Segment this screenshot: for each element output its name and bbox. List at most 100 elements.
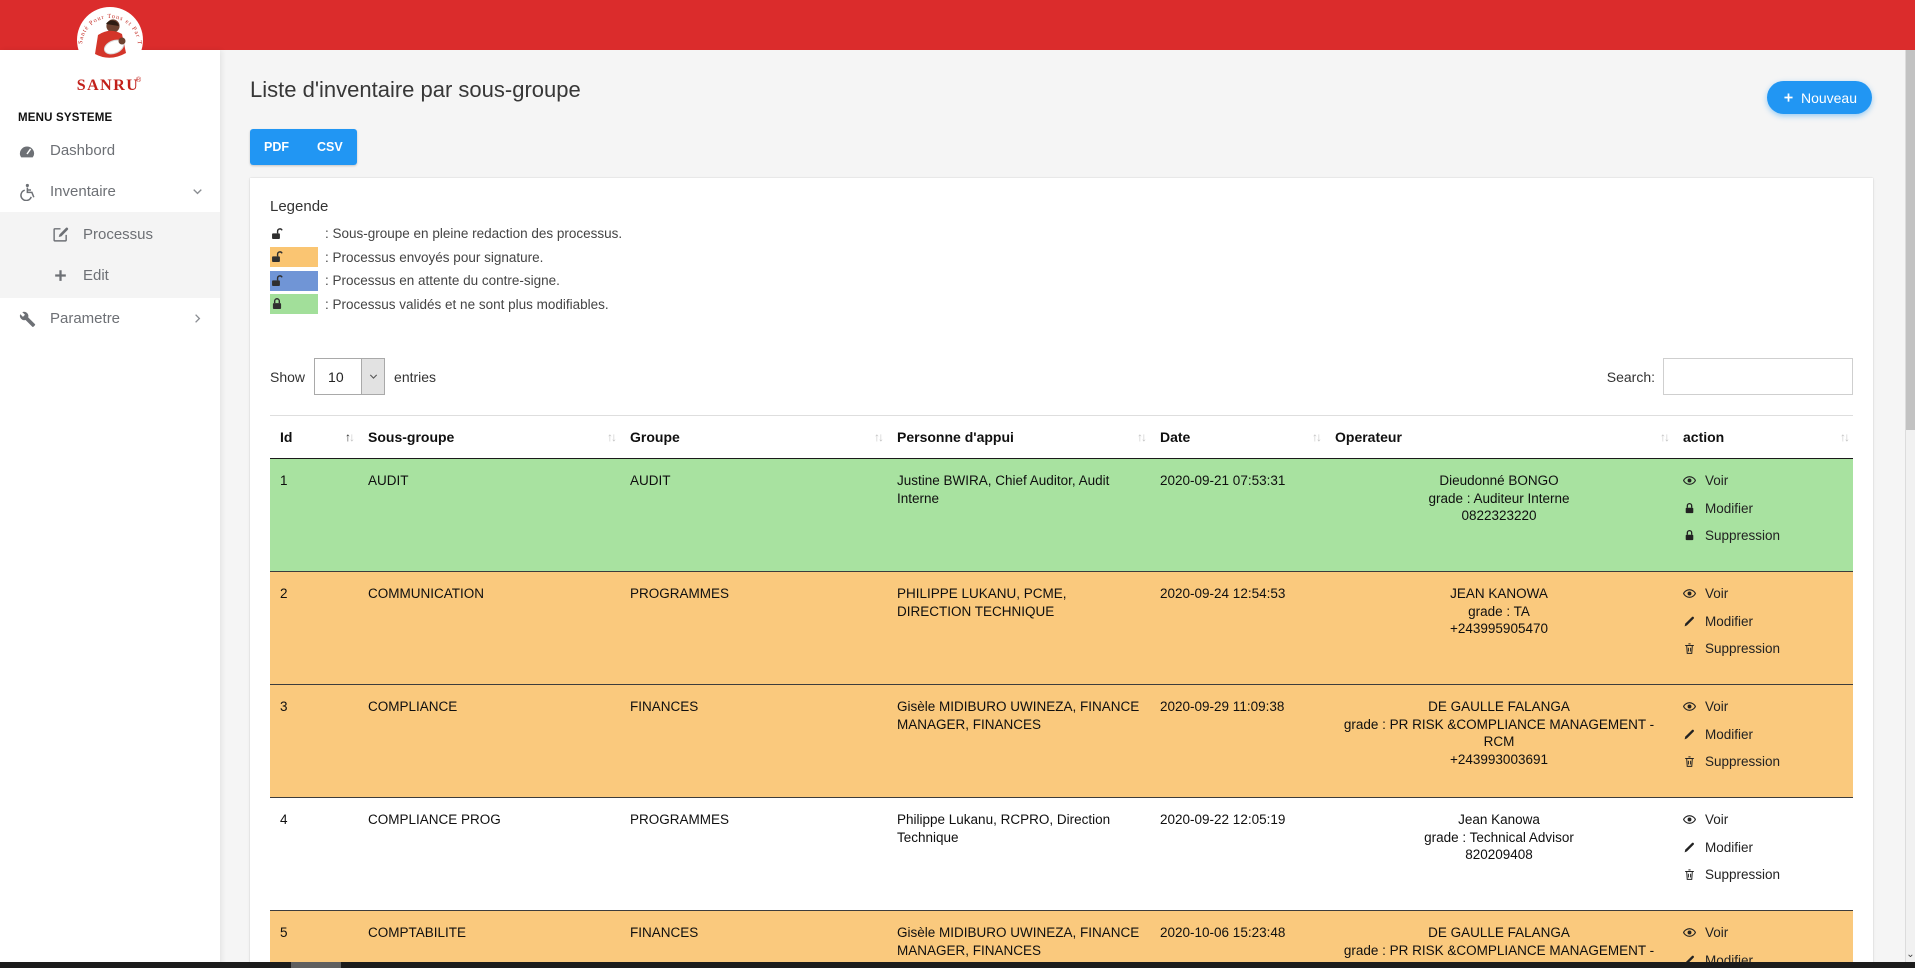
search-input[interactable]	[1663, 358, 1853, 395]
operateur-grade: grade : TA	[1468, 603, 1530, 619]
sidebar-item-processus[interactable]: Processus	[0, 214, 220, 255]
legend-item: : Processus en attente du contre-signe.	[270, 269, 1853, 293]
col-header-groupe[interactable]: Groupe	[620, 415, 887, 459]
trash-icon	[1683, 642, 1696, 655]
operateur-nom: Dieudonné BONGO	[1439, 473, 1559, 488]
chevron-down-icon	[191, 185, 204, 198]
page-title: Liste d'inventaire par sous-groupe	[250, 77, 581, 102]
sidebar-item-dashboard[interactable]: Dashbord	[0, 130, 220, 171]
voir-action[interactable]: Voir	[1683, 924, 1843, 942]
show-label: Show	[270, 368, 306, 385]
id-cell: 5	[270, 910, 358, 968]
operateur-grade: grade : Technical Advisor	[1424, 829, 1574, 845]
legend-swatch-green	[270, 294, 318, 315]
date-cell: 2020-09-24 12:54:53	[1150, 571, 1325, 685]
sous-groupe-cell: AUDIT	[368, 473, 409, 488]
inventory-card: Legende : Sous-groupe en pleine redactio…	[250, 178, 1873, 968]
personne-cell: PHILIPPE LUKANU, PCME, DIRECTION TECHNIQ…	[887, 571, 1150, 685]
groupe-cell: FINANCES	[620, 910, 887, 968]
voir-action[interactable]: Voir	[1683, 698, 1843, 716]
operateur-tel: 820209408	[1465, 847, 1533, 863]
vertical-scrollbar[interactable]	[1905, 50, 1915, 962]
legend-swatch-blue	[270, 270, 318, 291]
sidebar-item-parametre[interactable]: Parametre	[0, 298, 220, 339]
operateur-cell: Dieudonné BONGO grade : Auditeur Interne…	[1325, 459, 1673, 572]
brand-logo[interactable]: Santé Pour Tous et Par Tous SANRU ®	[0, 0, 220, 103]
voir-action[interactable]: Voir	[1683, 585, 1843, 603]
eye-icon	[1683, 700, 1696, 713]
page-size-select[interactable]: 10	[314, 358, 386, 395]
sous-groupe-cell: COMPLIANCE PROG	[358, 797, 620, 911]
col-header-sous-groupe[interactable]: Sous-groupe	[358, 415, 620, 459]
operateur-cell: Jean Kanowa grade : Technical Advisor 82…	[1325, 797, 1673, 911]
scroll-down-arrow-icon[interactable]	[1906, 949, 1915, 960]
voir-action[interactable]: Voir	[1683, 472, 1843, 490]
trash-icon	[1683, 868, 1696, 881]
col-header-action[interactable]: action	[1673, 415, 1853, 459]
legend-text: : Processus envoyés pour signature.	[325, 249, 544, 265]
suppression-action[interactable]: Suppression	[1683, 753, 1843, 771]
sort-icon	[1312, 430, 1320, 444]
voir-action[interactable]: Voir	[1683, 811, 1843, 829]
brand-name: SANRU	[77, 77, 140, 94]
sort-icon	[1137, 430, 1145, 444]
sort-icon	[345, 430, 353, 444]
lock-icon	[270, 297, 284, 311]
suppression-action[interactable]: Suppression	[1683, 527, 1843, 545]
table-header-row: Id Sous-groupe Groupe Personne d'appui D…	[270, 415, 1853, 459]
search-label: Search:	[1606, 368, 1655, 385]
table-row: 2 COMMUNICATION PROGRAMMES PHILIPPE LUKA…	[270, 571, 1853, 685]
sidebar-item-label: Inventaire	[50, 183, 116, 200]
search-control: Search:	[1607, 358, 1853, 395]
horizontal-scrollbar-thumb[interactable]	[291, 962, 341, 968]
operateur-tel: 0822323220	[1461, 508, 1537, 524]
suppression-action[interactable]: Suppression	[1683, 866, 1843, 884]
modifier-action[interactable]: Modifier	[1683, 726, 1843, 744]
legend-text: : Processus en attente du contre-signe.	[325, 273, 560, 289]
eye-icon	[1683, 587, 1696, 600]
pdf-export-button[interactable]: PDF	[250, 129, 303, 165]
legend-title: Legende	[270, 198, 329, 215]
suppression-action[interactable]: Suppression	[1683, 640, 1843, 658]
col-header-date[interactable]: Date	[1150, 415, 1325, 459]
sidebar-item-label: Edit	[83, 267, 109, 284]
groupe-cell: AUDIT	[630, 473, 671, 488]
legend-text: : Sous-groupe en pleine redaction des pr…	[325, 226, 623, 242]
sort-icon	[1660, 430, 1668, 444]
nouveau-button[interactable]: Nouveau	[1766, 81, 1872, 114]
groupe-cell: PROGRAMMES	[620, 571, 887, 685]
sidebar-item-inventaire[interactable]: Inventaire	[0, 171, 220, 212]
groupe-cell: FINANCES	[620, 684, 887, 798]
legend-text: : Processus validés et ne sont plus modi…	[325, 296, 609, 312]
vertical-scrollbar-thumb[interactable]	[1906, 50, 1915, 430]
personne-cell: Gisèle MIDIBURO UWINEZA, FINANCE MANAGER…	[887, 910, 1150, 968]
inventory-table: Id Sous-groupe Groupe Personne d'appui D…	[270, 415, 1853, 968]
col-header-id[interactable]: Id	[270, 415, 358, 459]
sidebar: Santé Pour Tous et Par Tous SANRU ® MENU…	[0, 0, 220, 968]
csv-export-button[interactable]: CSV	[303, 129, 357, 165]
lock-icon	[1683, 529, 1696, 542]
unlock-icon	[270, 274, 284, 288]
sidebar-item-edit[interactable]: Edit	[0, 255, 220, 296]
operateur-grade: grade : PR RISK &COMPLIANCE MANAGEMENT -…	[1343, 716, 1655, 750]
table-row: 4 COMPLIANCE PROG PROGRAMMES Philippe Lu…	[270, 797, 1853, 911]
col-header-personne[interactable]: Personne d'appui	[887, 415, 1150, 459]
sidebar-item-label: Parametre	[50, 310, 121, 327]
unlock-icon	[270, 227, 284, 241]
operateur-tel: +243995905470	[1450, 621, 1548, 637]
modifier-action[interactable]: Modifier	[1683, 500, 1843, 518]
modifier-action[interactable]: Modifier	[1683, 613, 1843, 631]
export-button-group: PDF CSV	[250, 129, 357, 165]
col-header-operateur[interactable]: Operateur	[1325, 415, 1673, 459]
modifier-action[interactable]: Modifier	[1683, 839, 1843, 857]
operateur-nom: Jean Kanowa	[1458, 812, 1540, 827]
table-controls: Show 10 entries Search:	[270, 358, 1853, 395]
personne-cell: Justine BWIRA, Chief Auditor, Audit Inte…	[897, 473, 1110, 506]
chevron-right-icon	[191, 312, 204, 325]
page-size-control: Show 10 entries	[270, 358, 436, 395]
operateur-grade: grade : Auditeur Interne	[1428, 490, 1570, 506]
sort-icon	[607, 430, 615, 444]
horizontal-scrollbar[interactable]	[0, 962, 1915, 968]
id-cell: 4	[270, 797, 358, 911]
date-cell: 2020-09-29 11:09:38	[1150, 684, 1325, 798]
